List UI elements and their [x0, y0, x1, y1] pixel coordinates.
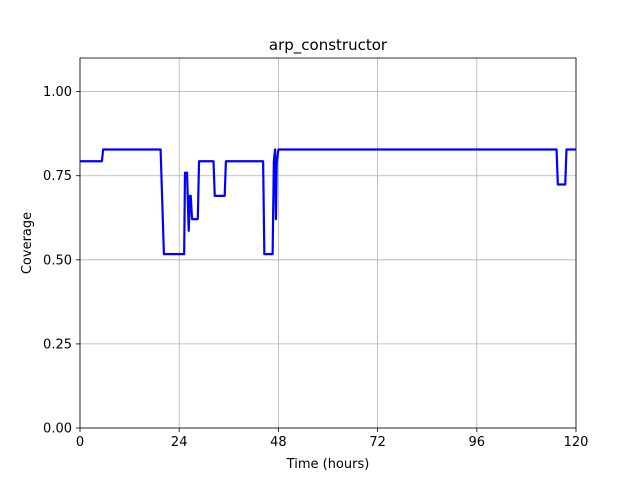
y-tick-label: 0.75 — [43, 169, 72, 184]
x-tick-label: 0 — [76, 435, 84, 450]
y-axis-label: Coverage — [20, 212, 35, 274]
x-tick-label: 72 — [369, 435, 386, 450]
plot-frame — [79, 57, 577, 429]
y-tick-label: 0.50 — [43, 253, 72, 268]
plot-area-background — [80, 58, 576, 428]
coverage-series-line — [80, 148, 576, 256]
x-tick-label: 24 — [171, 435, 188, 450]
x-tick-label: 120 — [564, 435, 589, 450]
grid-lines — [79, 58, 577, 429]
x-tick-label: 96 — [469, 435, 486, 450]
x-axis-label: Time (hours) — [286, 457, 370, 472]
chart-title: arp_constructor — [269, 36, 388, 55]
x-tick-label: 48 — [270, 435, 287, 450]
y-tick-label: 1.00 — [43, 85, 72, 100]
series-layer — [80, 148, 576, 256]
y-tick-label: 0.25 — [43, 337, 72, 352]
axis-ticks: 0 24 48 72 96 120 0.00 0.25 0.50 0.75 1.00 — [43, 85, 588, 450]
y-tick-label: 0.00 — [43, 422, 72, 437]
